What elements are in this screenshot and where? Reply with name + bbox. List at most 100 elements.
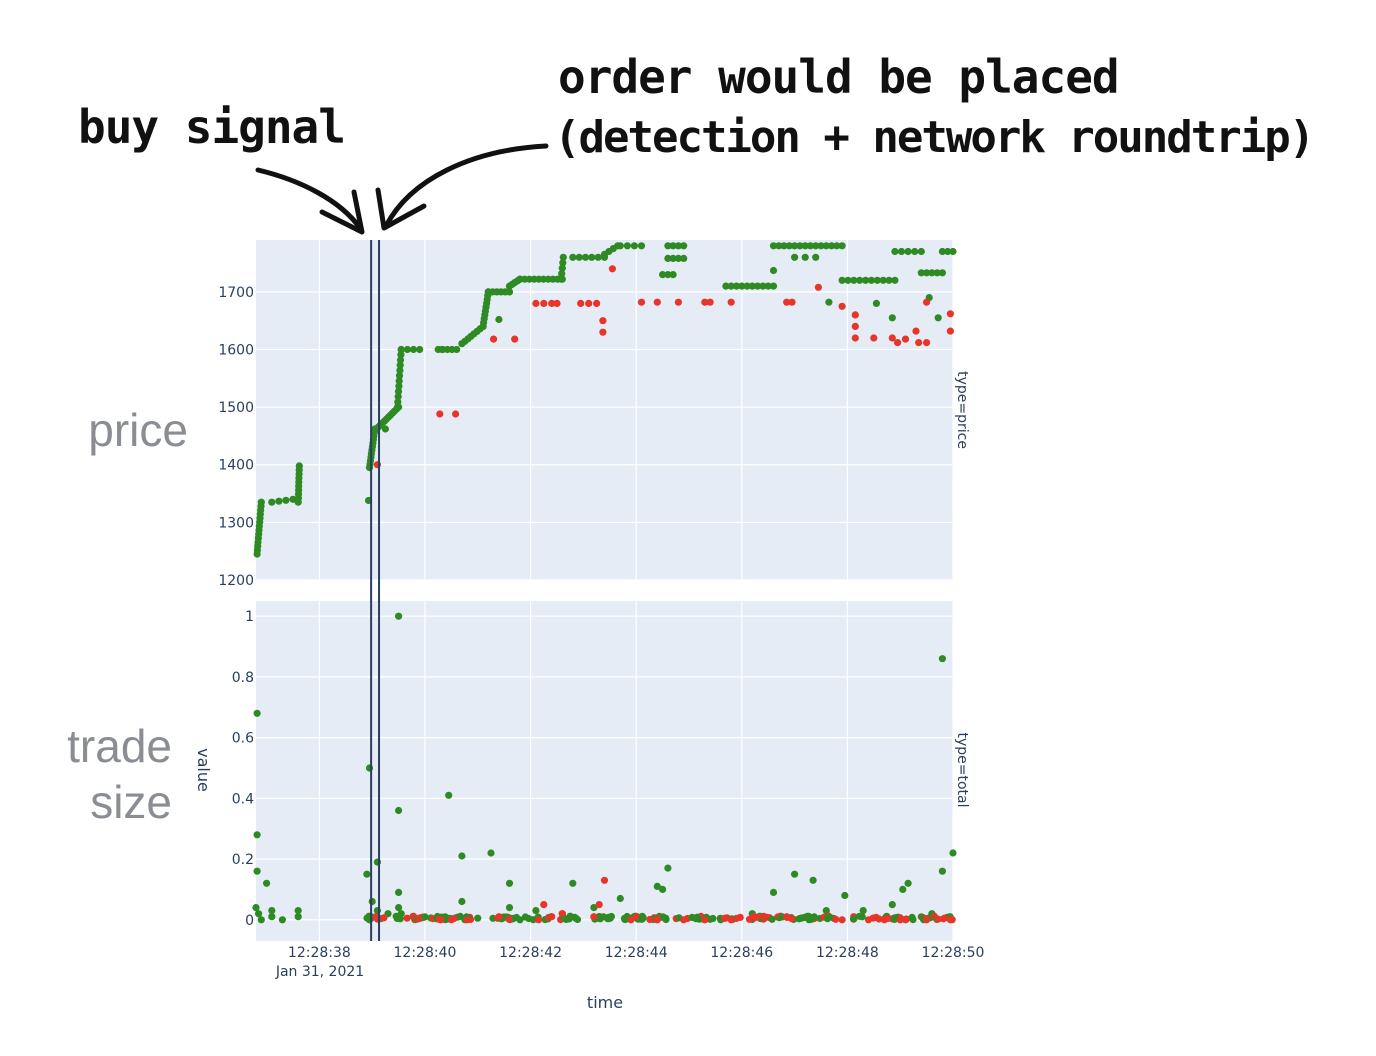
buy-point <box>505 879 514 887</box>
buy-point <box>559 253 567 261</box>
buy-point <box>395 382 403 390</box>
buy-point <box>458 852 466 860</box>
sell-point <box>727 916 735 924</box>
sell-point <box>599 317 607 325</box>
buy-point <box>532 907 540 915</box>
buy-point <box>822 242 830 250</box>
buy-point <box>294 913 302 921</box>
sell-point <box>548 299 556 307</box>
sell-point <box>540 901 548 909</box>
y-tick-label: 1400 <box>218 458 254 474</box>
buy-point <box>769 282 778 290</box>
buy-point <box>938 269 947 277</box>
buy-point <box>809 876 817 884</box>
buy-point <box>395 888 403 897</box>
sell-point <box>627 916 635 924</box>
buy-point <box>727 282 735 290</box>
buy-point <box>909 916 917 924</box>
y-tick-label: 1300 <box>218 515 254 531</box>
buy-point <box>445 791 453 799</box>
sell-point <box>896 916 904 924</box>
sell-point <box>595 901 603 909</box>
buy-point <box>891 276 899 284</box>
buy-point <box>268 498 276 506</box>
y-tick-label: 0 <box>245 913 254 929</box>
sell-point <box>590 913 598 921</box>
buy-point <box>253 709 261 717</box>
y-tick-label: 1500 <box>218 400 254 416</box>
sell-point <box>600 876 609 884</box>
sell-point <box>923 339 931 347</box>
buy-point <box>394 387 403 395</box>
buy-point <box>812 253 820 261</box>
total-facet-label: type=total <box>954 732 970 807</box>
buy-point <box>904 879 912 887</box>
buy-point <box>769 888 778 897</box>
sell-point <box>851 322 859 330</box>
order-arrow <box>383 143 549 229</box>
x-tick-label: 12:28:44 <box>605 945 668 961</box>
buy-point <box>268 907 276 915</box>
sell-point <box>532 299 540 307</box>
buy-point <box>394 393 402 401</box>
buy-point <box>879 276 887 284</box>
buy-point <box>833 242 841 250</box>
buy-point <box>759 282 767 290</box>
sell-point <box>540 299 548 307</box>
y-tick-label: 1700 <box>218 285 254 301</box>
sell-point <box>637 298 646 306</box>
x-date-label: Jan 31, 2021 <box>275 964 364 980</box>
buy-point <box>859 907 867 915</box>
buy-point <box>637 242 646 250</box>
sell-point <box>946 916 955 924</box>
sell-point <box>674 298 683 306</box>
buy-point <box>606 914 614 923</box>
buy-point <box>806 915 814 924</box>
sell-point <box>701 916 709 924</box>
buy-point <box>748 282 756 290</box>
buy-point <box>872 299 881 307</box>
buy-point <box>458 897 466 906</box>
sell-point <box>838 916 846 924</box>
buy-point <box>764 282 772 290</box>
price-facet: 1200 1300 1400 1500 1600 1700 <box>218 240 957 589</box>
sell-point <box>706 298 714 306</box>
buy-point <box>791 870 799 878</box>
sell-point <box>585 299 593 307</box>
buy-point <box>590 904 598 912</box>
buy-point <box>806 242 815 250</box>
buy-point <box>253 831 261 839</box>
buy-point <box>594 253 602 261</box>
buy-point <box>801 242 809 250</box>
buy-point <box>253 867 261 875</box>
sell-point <box>934 915 942 923</box>
y-tick-label: 1200 <box>218 573 254 589</box>
buy-point <box>395 806 403 815</box>
sell-point <box>646 915 654 924</box>
buy-point <box>709 914 717 923</box>
buy-point <box>780 242 788 250</box>
buy-point <box>409 345 418 354</box>
buy-point <box>856 276 864 284</box>
buy-point <box>841 891 849 900</box>
sell-point <box>760 912 768 921</box>
buy-point <box>395 904 403 912</box>
y-tick-label: 0.6 <box>232 731 254 747</box>
order-placed-annotation-line1: order would be placed <box>558 50 1120 104</box>
buy-point <box>630 242 639 250</box>
buy-point <box>738 282 746 290</box>
buy-point <box>395 612 403 620</box>
buy-point <box>294 907 302 915</box>
buy-point <box>917 269 925 277</box>
buy-point <box>638 915 647 923</box>
buy-point <box>850 276 858 284</box>
buy-point <box>888 314 896 322</box>
sell-point <box>608 265 617 273</box>
buy-point <box>282 496 290 504</box>
buy-point <box>396 366 404 374</box>
buy-point <box>674 242 683 250</box>
buy-signal-annotation: buy signal <box>78 100 346 154</box>
buy-point <box>674 254 683 262</box>
sell-point <box>511 335 519 343</box>
plot-background <box>256 240 953 580</box>
